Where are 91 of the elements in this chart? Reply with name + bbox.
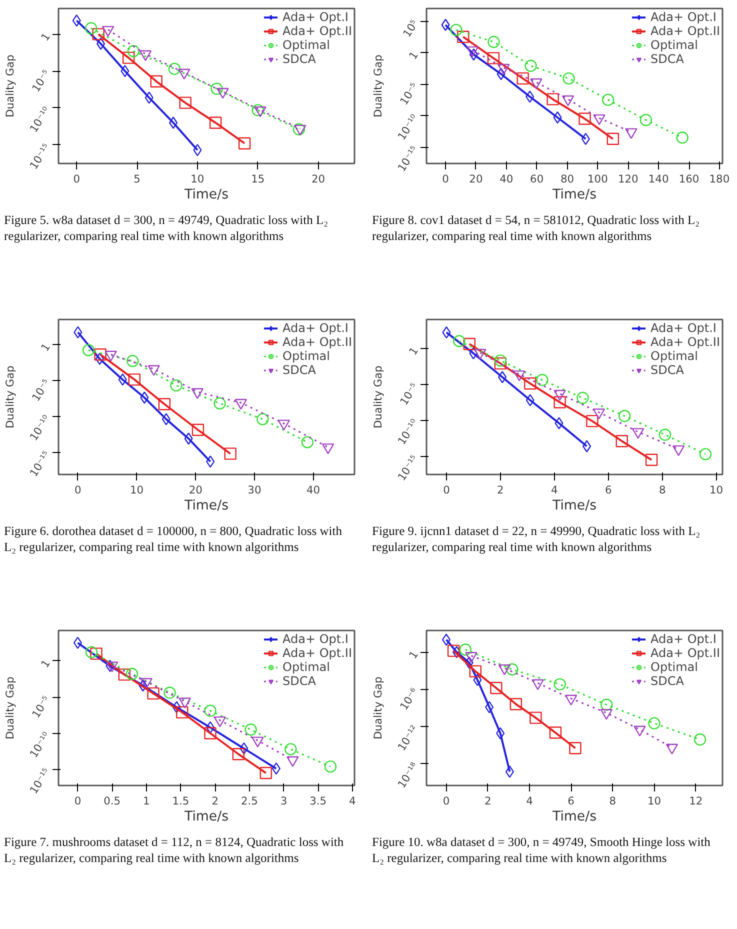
x-tick-label: 20 bbox=[311, 172, 326, 186]
caption: Figure 7. mushrooms dataset d = 112, n = 8124, Quadratic loss with L₂ regularizer, comparing real time with known algorithms bbox=[4, 834, 345, 866]
x-tick-label: 6 bbox=[568, 794, 575, 808]
x-tick-label: 0 bbox=[74, 794, 82, 808]
y-tick-label: 1 bbox=[406, 648, 421, 662]
x-tick-label: 0 bbox=[73, 172, 80, 186]
x-tick-label: 0 bbox=[442, 172, 450, 186]
legend-label: Ada+ Opt.II bbox=[282, 646, 352, 660]
x-tick-label: 140 bbox=[648, 172, 669, 186]
legend-label: Ada+ Opt.II bbox=[282, 335, 352, 349]
x-tick-label: 20 bbox=[188, 484, 203, 496]
x-tick-label: 8 bbox=[658, 484, 666, 496]
x-tick-label: 60 bbox=[530, 172, 544, 186]
caption: Figure 6. dorothea dataset d = 100000, n = 800, Quadratic loss with L₂ regularizer, comparing real time with known algorithms bbox=[4, 523, 344, 556]
x-tick-label: 0 bbox=[74, 484, 82, 496]
x-tick-label: 6 bbox=[604, 484, 612, 496]
x-tick-label: 10 bbox=[710, 484, 724, 496]
y-tick-label: 1 bbox=[38, 657, 53, 670]
caption: Figure 8. cov1 dataset d = 54, n = 581012, Quadratic loss with L₂ regularizer, comparing real time with known algorithms bbox=[372, 212, 700, 244]
legend-label: SDCA bbox=[282, 363, 316, 377]
legend-label: Ada+ Opt.II bbox=[282, 24, 352, 38]
legend-label: SDCA bbox=[282, 674, 316, 688]
x-tick-label: 1 bbox=[143, 794, 150, 808]
legend-label: SDCA bbox=[650, 674, 684, 688]
x-tick-label: 100 bbox=[588, 172, 608, 186]
x-tick-label: 10 bbox=[130, 484, 144, 496]
x-tick-label: 8 bbox=[609, 794, 616, 808]
y-tick-label: 1 bbox=[38, 340, 53, 354]
x-tick-label: 10 bbox=[190, 172, 204, 186]
legend-label: Ada+ Opt.I bbox=[650, 10, 716, 24]
caption: Figure 10. w8a dataset d = 300, n = 49749, Smooth Hinge loss with L₂ regularizer, comparing real time with known algorithms bbox=[372, 834, 712, 866]
x-tick-label: 3 bbox=[280, 794, 288, 808]
x-tick-label: 4 bbox=[349, 794, 356, 808]
caption: Figure 9. ijcnn1 dataset d = 22, n = 49990, Quadratic loss with L₂ regularizer, comparing real time with known algorithms bbox=[372, 523, 702, 556]
x-tick-label: 2 bbox=[497, 484, 504, 496]
x-tick-label: 12 bbox=[689, 794, 703, 808]
x-tick-label: 5 bbox=[134, 172, 140, 186]
x-tick-label: 2.5 bbox=[240, 794, 258, 808]
y-tick-label: 1 bbox=[38, 30, 53, 44]
x-tick-label: 15 bbox=[251, 172, 265, 186]
x-axis-title: Time/s bbox=[183, 188, 229, 202]
legend-label: Optimal bbox=[650, 349, 698, 363]
y-axis-title: Duality Gap bbox=[4, 365, 17, 428]
y-axis-title: Duality Gap bbox=[4, 54, 17, 118]
x-tick-label: 40 bbox=[306, 484, 320, 496]
legend-label: Ada+ Opt.I bbox=[282, 321, 348, 335]
x-tick-label: 2 bbox=[484, 794, 492, 808]
x-tick-label: 40 bbox=[500, 172, 514, 186]
x-tick-label: 120 bbox=[618, 172, 639, 186]
y-axis-title: Duality Gap bbox=[372, 54, 385, 118]
y-tick-label: 10⁵ bbox=[400, 18, 421, 40]
x-tick-label: 0 bbox=[442, 794, 450, 808]
legend-label: Optimal bbox=[650, 660, 698, 674]
x-tick-label: 4 bbox=[526, 794, 534, 808]
caption: Figure 5. w8a dataset d = 300, n = 49749, Quadratic loss with L₂ regularizer, comparing real time with known algorithms bbox=[4, 212, 329, 244]
x-tick-label: 10 bbox=[647, 794, 662, 808]
legend-label: Ada+ Opt.I bbox=[650, 321, 716, 335]
legend-label: SDCA bbox=[650, 52, 684, 66]
x-tick-label: 3.5 bbox=[310, 794, 327, 808]
x-tick-label: 0 bbox=[443, 484, 450, 496]
x-tick-label: 80 bbox=[560, 172, 574, 186]
legend-label: Optimal bbox=[650, 38, 698, 52]
legend-label: Ada+ Opt.II bbox=[650, 24, 720, 38]
x-tick-label: 20 bbox=[469, 172, 483, 186]
x-tick-label: 4 bbox=[551, 484, 558, 496]
legend-label: Optimal bbox=[282, 660, 330, 674]
legend-label: Ada+ Opt.I bbox=[282, 632, 348, 646]
legend-label: Ada+ Opt.I bbox=[282, 10, 348, 24]
x-axis-title: Time/s bbox=[183, 810, 229, 824]
legend-label: SDCA bbox=[282, 52, 316, 66]
y-axis-title: Duality Gap bbox=[372, 676, 385, 740]
y-tick-label: 1 bbox=[406, 344, 421, 358]
legend-label: Optimal bbox=[282, 349, 330, 363]
legend-label: Ada+ Opt.II bbox=[650, 646, 720, 660]
x-tick-label: 2 bbox=[212, 794, 218, 808]
x-axis-title: Time/s bbox=[551, 810, 597, 824]
legend-label: Ada+ Opt.I bbox=[650, 632, 716, 646]
x-axis-title: Time/s bbox=[551, 188, 597, 202]
x-axis-title: Time/s bbox=[183, 498, 229, 514]
y-axis-title: Duality Gap bbox=[4, 676, 17, 740]
x-tick-label: 160 bbox=[678, 172, 700, 186]
x-tick-label: 180 bbox=[709, 172, 730, 186]
y-tick-label: 1 bbox=[406, 49, 421, 62]
x-tick-label: 1.5 bbox=[172, 794, 190, 808]
legend-label: Ada+ Opt.II bbox=[650, 335, 720, 349]
x-axis-title: Time/s bbox=[551, 498, 597, 514]
legend-label: Optimal bbox=[282, 38, 330, 52]
x-tick-label: 0.5 bbox=[104, 794, 121, 808]
y-axis-title: Duality Gap bbox=[372, 365, 385, 428]
x-tick-label: 30 bbox=[248, 484, 262, 496]
legend-label: SDCA bbox=[650, 363, 684, 377]
